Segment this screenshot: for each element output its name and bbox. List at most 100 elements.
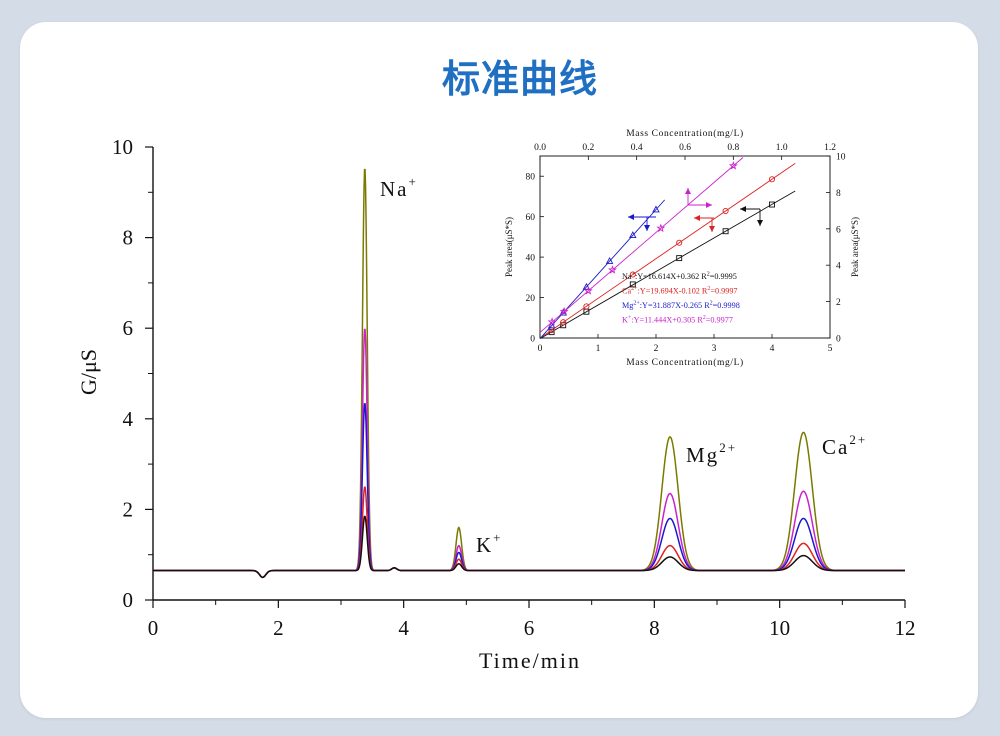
inset-square-marker <box>722 228 729 235</box>
inset-legend-entry: Na+:Y=16.614X+0.362 R2=0.9995 <box>622 272 737 282</box>
chromatogram-series-line <box>153 403 905 579</box>
inset-circle-marker <box>629 271 636 278</box>
legend-equation: :Y=19.694X-0.102 R <box>638 287 708 296</box>
inset-x-tick-label: 1 <box>596 344 601 354</box>
inset-x-tick-label: 2 <box>654 344 659 354</box>
main-x-tick-label: 0 <box>148 616 159 640</box>
inset-triangle-marker <box>629 231 637 239</box>
main-x-axis-label: Time/min <box>479 648 581 673</box>
inset-y-tick-label: 40 <box>526 254 536 264</box>
legend-charge: 2+ <box>633 301 640 307</box>
k-axis-arrow-head <box>706 202 712 208</box>
inset-star-marker <box>656 223 666 233</box>
inset-right-y-axis-label: Peak area(μS*S) <box>850 217 860 277</box>
main-y-tick-label: 0 <box>123 588 134 612</box>
inset-fit-line <box>539 157 744 333</box>
inset-triangle-marker <box>559 308 567 316</box>
peak-label: Ca2+ <box>822 432 867 459</box>
legend-equation: :Y=16.614X+0.362 R <box>635 272 707 281</box>
k-axis-arrow-stem-head <box>685 188 691 194</box>
peak-label: Na+ <box>380 174 418 201</box>
inset-axis-arrows <box>628 188 763 232</box>
inset-x-tick-label: 3 <box>712 344 717 354</box>
inset-right-y-tick-label: 6 <box>836 225 841 235</box>
inset-right-y-tick-label: 8 <box>836 189 841 199</box>
na-axis-arrow-head <box>740 206 746 212</box>
inset-x-tick-label: 4 <box>770 344 775 354</box>
peak-label: K+ <box>476 530 503 557</box>
legend-r2: =0.9995 <box>710 272 737 281</box>
inset-right-y-tick-label: 0 <box>836 335 841 345</box>
main-x-tick-label: 6 <box>524 616 535 640</box>
legend-charge: + <box>628 315 632 321</box>
inset-top-x-tick-label: 1.2 <box>824 143 836 153</box>
inset-fit-line <box>539 162 796 339</box>
peak-label-charge: + <box>493 530 502 545</box>
inset-top-x-tick-label: 0.6 <box>679 143 691 153</box>
main-series <box>153 168 905 579</box>
legend-r2: =0.9998 <box>713 301 740 310</box>
inset-top-x-tick-label: 0.8 <box>727 143 739 153</box>
peak-label-ion: K <box>476 533 493 557</box>
inset-circle-marker <box>548 327 555 334</box>
inset-top-x-tick-label: 0.2 <box>582 143 594 153</box>
inset-star-marker <box>608 265 617 274</box>
inset-y-tick-label: 20 <box>526 294 536 304</box>
inset-y-tick-label: 60 <box>526 213 536 223</box>
inset-legend-entry: Mg2+:Y=31.887X-0.265 R2=0.9998 <box>622 301 740 311</box>
legend-r-exponent: 2 <box>710 301 713 307</box>
inset-circle-marker <box>768 176 776 183</box>
legend-ion: Mg <box>622 301 633 310</box>
inset-x-axis-label: Mass Concentration(mg/L) <box>626 357 744 368</box>
na-axis-arrow-stem-head <box>757 220 763 226</box>
main-x-tick-label: 8 <box>649 616 660 640</box>
legend-r2: =0.9977 <box>706 316 733 325</box>
inset-circle-marker <box>676 239 683 246</box>
mg-axis-arrow-head <box>628 214 634 220</box>
inset-circle-marker <box>722 207 729 215</box>
ca-axis-arrow-head <box>694 215 700 221</box>
main-y-tick-label: 8 <box>123 226 134 250</box>
main-x-tick-label: 10 <box>769 616 790 640</box>
legend-equation: :Y=31.887X-0.265 R <box>640 301 710 310</box>
inset-legend: Na+:Y=16.614X+0.362 R2=0.9995Ca2+:Y=19.6… <box>622 272 740 325</box>
main-y-tick-label: 10 <box>112 135 133 159</box>
inset-star-marker <box>559 306 569 316</box>
peak-label-ion: Mg <box>686 443 719 467</box>
inset-square-marker <box>769 201 775 208</box>
inset-x-tick-label: 5 <box>828 344 833 354</box>
legend-r-exponent: 2 <box>707 286 710 292</box>
inset-circle-marker <box>583 303 590 310</box>
inset-star-marker <box>583 286 593 295</box>
main-x-tick-label: 2 <box>273 616 284 640</box>
peak-label-charge: 2+ <box>719 440 737 455</box>
legend-charge: + <box>632 272 636 278</box>
inset-triangle-marker <box>605 257 614 264</box>
inset-star-marker <box>547 317 557 326</box>
legend-ion: Ca <box>622 287 631 296</box>
legend-r2: =0.9997 <box>710 287 737 296</box>
main-y-axis-label: G/μS <box>76 349 101 395</box>
chromatogram-series-line <box>153 515 905 579</box>
inset-x-tick-label: 0 <box>538 344 543 354</box>
main-x-tick-label: 12 <box>895 616 916 640</box>
slide-card <box>20 22 978 718</box>
inset-right-y-tick-label: 4 <box>836 262 841 272</box>
legend-ion: Na <box>622 272 632 281</box>
inset-series <box>539 157 796 339</box>
peak-labels: Na+K+Mg2+ Ca2+ <box>380 174 867 557</box>
page-title: 标准曲线 <box>441 57 598 101</box>
peak-label-charge: 2+ <box>849 432 867 447</box>
inset-right-y-tick-label: 10 <box>836 153 846 163</box>
ca-axis-arrow-stem-head <box>709 226 715 232</box>
inset-legend-entry: K+:Y=11.444X+0.305 R2=0.9977 <box>622 315 733 325</box>
mg-axis-arrow-stem-head <box>644 225 650 231</box>
inset-star-marker <box>728 161 738 170</box>
peak-label-ion: Na <box>380 177 409 201</box>
inset-top-x-tick-label: 1.0 <box>776 143 788 153</box>
main-y-tick-label: 2 <box>123 497 134 521</box>
